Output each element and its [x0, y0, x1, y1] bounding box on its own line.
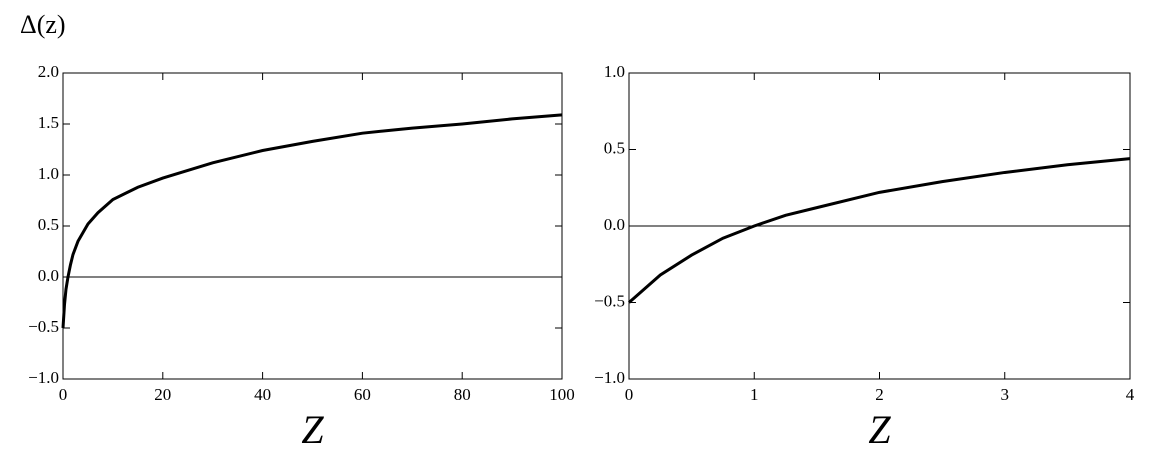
x-tick-label: 80 — [454, 385, 471, 404]
x-tick-label: 60 — [354, 385, 371, 404]
y-tick-label: 1.0 — [604, 62, 625, 81]
x-tick-label: 1 — [750, 385, 759, 404]
x-axis-label: Z — [301, 407, 324, 452]
y-tick-label: −0.5 — [28, 317, 59, 336]
curve — [61, 113, 563, 329]
y-tick-label: −1.0 — [28, 368, 59, 387]
y-tick-label: −0.5 — [594, 291, 625, 310]
y-tick-label: 0.0 — [604, 215, 625, 234]
y-tick-label: 0.5 — [604, 138, 625, 157]
y-tick-label: 1.5 — [38, 113, 59, 132]
y-tick-label: 2.0 — [38, 62, 59, 81]
x-tick-label: 2 — [875, 385, 884, 404]
x-tick-label: 4 — [1126, 385, 1135, 404]
plot-frame — [62, 72, 563, 380]
curve — [628, 157, 1131, 304]
x-tick-label: 100 — [549, 385, 575, 404]
y-tick-label: 1.0 — [38, 164, 59, 183]
x-tick-label: 40 — [254, 385, 271, 404]
y-axis-label: Δ(z) — [20, 10, 66, 39]
x-tick-label: 20 — [154, 385, 171, 404]
x-tick-label: 3 — [1001, 385, 1010, 404]
y-tick-label: −1.0 — [594, 368, 625, 387]
x-tick-label: 0 — [59, 385, 68, 404]
y-tick-label: 0.0 — [38, 266, 59, 285]
x-axis-label: Z — [868, 407, 891, 452]
y-tick-label: 0.5 — [38, 215, 59, 234]
x-tick-label: 0 — [625, 385, 634, 404]
